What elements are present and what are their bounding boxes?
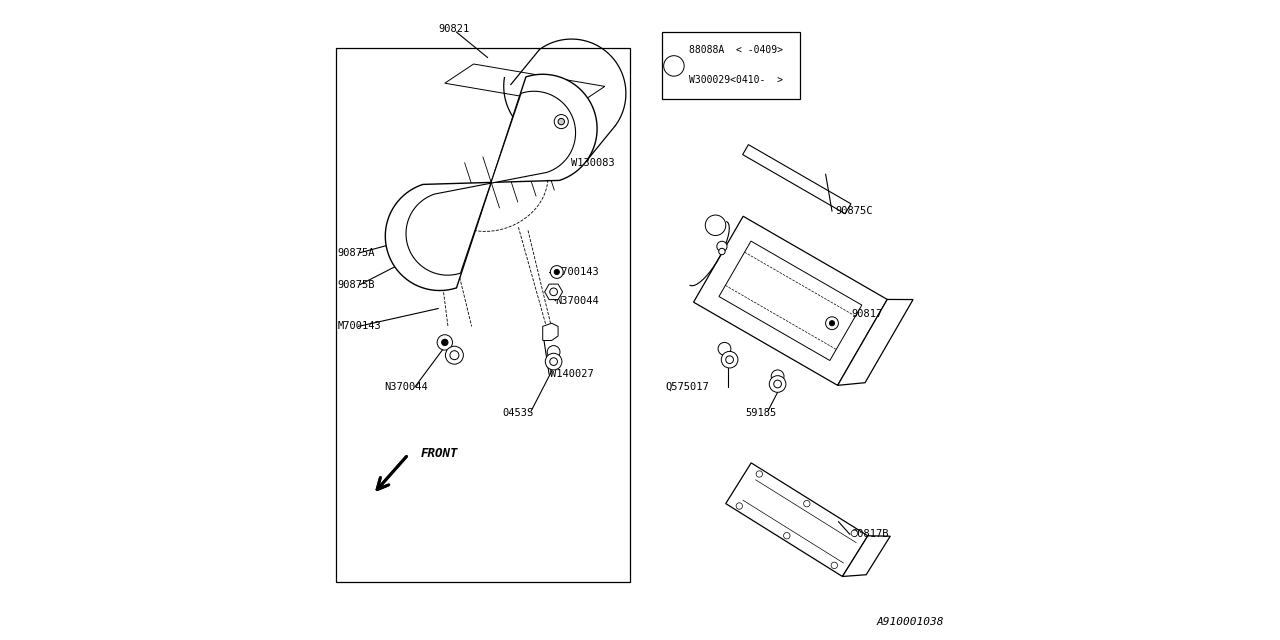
Circle shape (554, 115, 568, 129)
Circle shape (771, 370, 783, 383)
Text: M700143: M700143 (338, 321, 381, 332)
Circle shape (548, 346, 561, 358)
Text: W300029<0410-  >: W300029<0410- > (689, 75, 783, 85)
Circle shape (719, 248, 726, 255)
Circle shape (722, 351, 739, 368)
Polygon shape (385, 74, 596, 291)
Circle shape (726, 356, 733, 364)
Polygon shape (406, 92, 576, 275)
Text: 90817: 90817 (851, 308, 882, 319)
Circle shape (783, 532, 790, 539)
Text: 1: 1 (713, 221, 718, 230)
Polygon shape (545, 284, 563, 300)
Circle shape (736, 503, 742, 509)
Circle shape (718, 342, 731, 355)
Circle shape (664, 56, 685, 76)
Text: N370044: N370044 (384, 382, 428, 392)
Text: Q575017: Q575017 (666, 382, 709, 392)
Circle shape (851, 530, 858, 536)
Polygon shape (742, 145, 851, 214)
Polygon shape (543, 323, 558, 340)
Text: M700143: M700143 (556, 267, 599, 277)
Text: 0453S: 0453S (502, 408, 534, 418)
Circle shape (705, 215, 726, 236)
Text: 90821: 90821 (438, 24, 470, 34)
Circle shape (550, 288, 558, 296)
Text: W130083: W130083 (571, 158, 614, 168)
Polygon shape (837, 300, 913, 385)
Text: 90875C: 90875C (836, 206, 873, 216)
Text: 90875B: 90875B (338, 280, 375, 290)
Text: 59185: 59185 (745, 408, 777, 418)
Circle shape (826, 317, 838, 330)
Polygon shape (445, 64, 604, 106)
Circle shape (831, 562, 837, 568)
Circle shape (773, 380, 781, 388)
Text: FRONT: FRONT (421, 447, 458, 460)
Circle shape (550, 266, 563, 278)
Circle shape (558, 118, 564, 125)
Circle shape (554, 269, 559, 275)
Circle shape (550, 358, 558, 365)
Text: 90875A: 90875A (338, 248, 375, 258)
Circle shape (717, 241, 727, 252)
Circle shape (829, 321, 835, 326)
Polygon shape (719, 241, 861, 360)
Circle shape (442, 339, 448, 346)
Text: 1: 1 (671, 61, 677, 70)
Circle shape (445, 346, 463, 364)
Circle shape (756, 471, 763, 477)
Bar (663, 32, 800, 99)
Circle shape (545, 353, 562, 370)
Bar (335, 48, 631, 582)
Text: 88088A  < -0409>: 88088A < -0409> (689, 45, 783, 55)
Polygon shape (694, 216, 887, 385)
Text: W140027: W140027 (550, 369, 594, 380)
Circle shape (769, 376, 786, 392)
Circle shape (438, 335, 453, 350)
Text: A910001038: A910001038 (877, 617, 945, 627)
Text: 90817B: 90817B (851, 529, 888, 540)
Circle shape (451, 351, 460, 360)
Polygon shape (726, 463, 868, 577)
Polygon shape (842, 536, 891, 577)
Circle shape (804, 500, 810, 507)
Text: N370044: N370044 (556, 296, 599, 306)
